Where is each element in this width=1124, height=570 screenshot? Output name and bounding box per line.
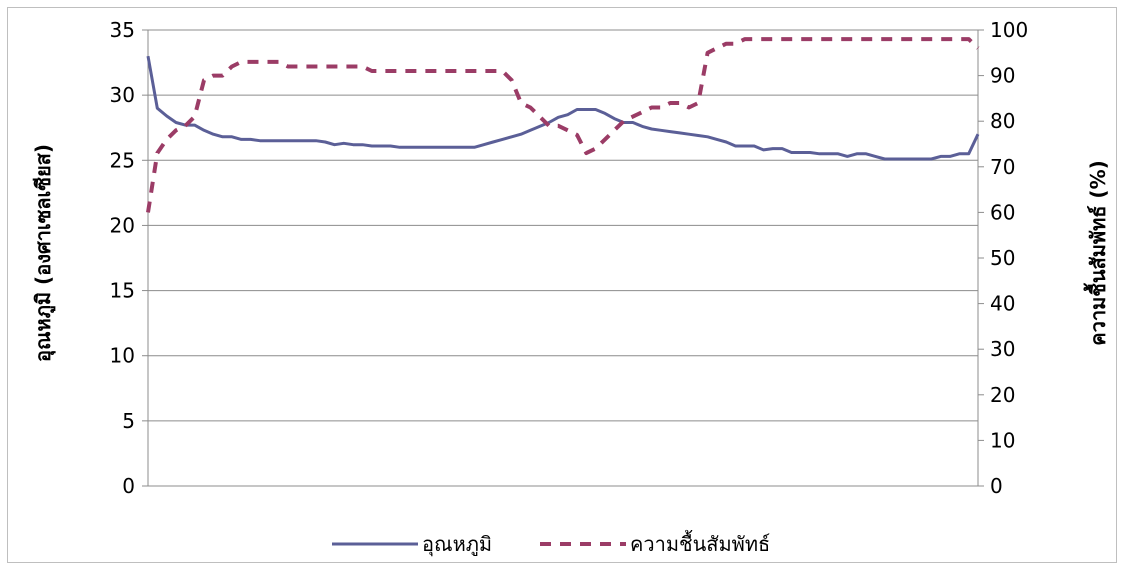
right-axis-title: ความชื้นสัมพัทธ์ (%): [1083, 160, 1110, 346]
right-tick-label: 50: [990, 246, 1015, 270]
chart-frame: [7, 7, 1117, 563]
axes: [147, 30, 979, 487]
left-tick-label: 0: [122, 474, 135, 498]
gridlines: [148, 29, 978, 422]
right-axis-tick-labels: 0 10 20 30 40 50 60 70 80 90 100: [978, 18, 1028, 498]
left-axis-tick-labels: 0 5 10 15 20 25 30 35: [110, 18, 148, 498]
left-tick-label: 5: [122, 409, 135, 433]
legend-label-temperature: อุณหภูมิ: [422, 532, 492, 557]
right-tick-label: 90: [990, 64, 1015, 88]
right-tick-label: 30: [990, 337, 1015, 361]
humidity-series-line: [146, 37, 980, 213]
legend: อุณหภูมิ ความชื้นสัมพัทธ์: [332, 530, 770, 557]
right-tick-label: 100: [990, 18, 1028, 42]
right-tick-label: 60: [990, 200, 1015, 224]
left-tick-label: 35: [110, 18, 135, 42]
right-tick-label: 10: [990, 428, 1015, 452]
left-tick-label: 30: [110, 83, 135, 107]
right-tick-label: 0: [990, 474, 1003, 498]
right-tick-label: 20: [990, 383, 1015, 407]
left-tick-label: 20: [110, 213, 135, 237]
left-axis-title: อุณหภูมิ (องศาเซลเซียส): [31, 144, 57, 362]
legend-label-humidity: ความชื้นสัมพัทธ์: [630, 530, 770, 556]
right-tick-label: 40: [990, 292, 1015, 316]
right-tick-label: 80: [990, 109, 1015, 133]
temperature-series-line: [146, 55, 980, 161]
left-tick-label: 25: [110, 148, 135, 172]
left-tick-label: 15: [110, 279, 135, 303]
right-tick-label: 70: [990, 155, 1015, 179]
left-tick-label: 10: [110, 344, 135, 368]
series-layer: [146, 37, 980, 213]
